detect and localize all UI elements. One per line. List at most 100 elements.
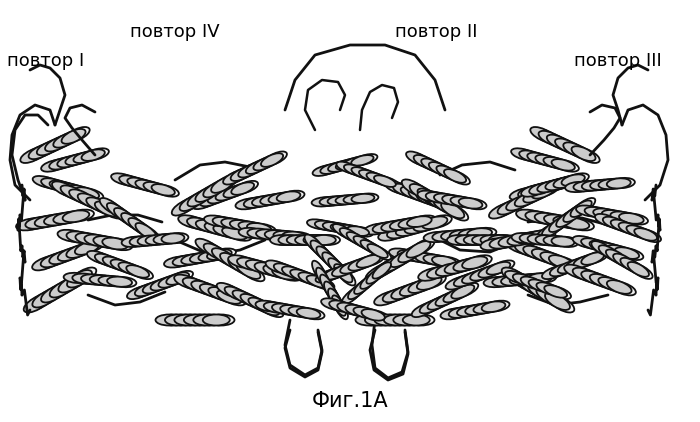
Ellipse shape — [58, 183, 83, 195]
Ellipse shape — [429, 195, 452, 211]
Ellipse shape — [598, 243, 622, 254]
Ellipse shape — [449, 307, 472, 318]
Ellipse shape — [371, 246, 391, 260]
Ellipse shape — [390, 219, 414, 230]
Ellipse shape — [430, 193, 454, 203]
Ellipse shape — [135, 284, 158, 296]
Ellipse shape — [631, 264, 652, 279]
Ellipse shape — [66, 231, 92, 243]
Ellipse shape — [542, 267, 565, 279]
Ellipse shape — [169, 314, 197, 325]
Ellipse shape — [62, 129, 85, 144]
Ellipse shape — [547, 178, 572, 190]
Ellipse shape — [506, 195, 531, 211]
Ellipse shape — [457, 306, 481, 316]
Ellipse shape — [90, 200, 116, 214]
Ellipse shape — [607, 218, 629, 231]
Ellipse shape — [561, 260, 584, 272]
Ellipse shape — [416, 192, 439, 205]
Ellipse shape — [148, 183, 171, 195]
Ellipse shape — [603, 179, 627, 189]
Ellipse shape — [498, 200, 522, 214]
Ellipse shape — [421, 275, 446, 288]
Ellipse shape — [297, 308, 321, 319]
Ellipse shape — [220, 187, 242, 199]
Ellipse shape — [221, 219, 246, 229]
Ellipse shape — [514, 274, 539, 284]
Ellipse shape — [344, 157, 366, 168]
Ellipse shape — [39, 214, 66, 226]
Ellipse shape — [178, 276, 203, 290]
Ellipse shape — [638, 230, 661, 242]
Ellipse shape — [549, 255, 573, 269]
Ellipse shape — [531, 235, 554, 245]
Ellipse shape — [410, 184, 433, 200]
Ellipse shape — [188, 314, 216, 325]
Ellipse shape — [103, 276, 127, 287]
Ellipse shape — [466, 304, 489, 315]
Ellipse shape — [589, 241, 614, 252]
Ellipse shape — [176, 197, 199, 213]
Ellipse shape — [107, 203, 128, 219]
Ellipse shape — [470, 268, 494, 281]
Ellipse shape — [365, 265, 389, 281]
Ellipse shape — [57, 131, 81, 146]
Ellipse shape — [208, 246, 232, 262]
Ellipse shape — [220, 285, 244, 299]
Ellipse shape — [552, 177, 576, 189]
Ellipse shape — [281, 191, 304, 201]
Ellipse shape — [524, 234, 547, 244]
Ellipse shape — [519, 151, 542, 162]
Ellipse shape — [436, 257, 461, 268]
Ellipse shape — [538, 181, 561, 192]
Ellipse shape — [364, 242, 384, 256]
Ellipse shape — [523, 273, 547, 284]
Ellipse shape — [558, 217, 584, 229]
Ellipse shape — [477, 302, 501, 313]
Ellipse shape — [32, 290, 57, 308]
Ellipse shape — [335, 224, 357, 234]
Ellipse shape — [36, 287, 62, 305]
Ellipse shape — [378, 258, 402, 274]
Ellipse shape — [177, 254, 202, 265]
Ellipse shape — [370, 174, 392, 186]
Ellipse shape — [526, 211, 552, 223]
Ellipse shape — [106, 258, 130, 271]
Ellipse shape — [623, 214, 648, 225]
Ellipse shape — [199, 284, 225, 298]
Ellipse shape — [413, 219, 439, 231]
Ellipse shape — [270, 262, 293, 275]
Ellipse shape — [25, 217, 52, 229]
Ellipse shape — [447, 287, 470, 300]
Ellipse shape — [320, 197, 342, 206]
Ellipse shape — [395, 284, 420, 298]
Ellipse shape — [76, 233, 101, 245]
Ellipse shape — [417, 191, 441, 201]
Ellipse shape — [606, 245, 631, 257]
Ellipse shape — [318, 222, 342, 231]
Ellipse shape — [123, 176, 146, 188]
Ellipse shape — [252, 196, 276, 206]
Ellipse shape — [345, 305, 369, 316]
Ellipse shape — [543, 236, 566, 246]
Ellipse shape — [594, 276, 619, 289]
Ellipse shape — [426, 192, 449, 203]
Ellipse shape — [79, 240, 104, 253]
Ellipse shape — [454, 229, 479, 240]
Ellipse shape — [547, 158, 570, 170]
Ellipse shape — [81, 274, 106, 284]
Ellipse shape — [578, 181, 601, 191]
Ellipse shape — [41, 285, 66, 303]
Ellipse shape — [540, 290, 566, 308]
Ellipse shape — [346, 226, 369, 236]
Ellipse shape — [141, 235, 164, 245]
Ellipse shape — [577, 269, 602, 283]
Ellipse shape — [382, 221, 406, 232]
Ellipse shape — [408, 279, 433, 293]
Ellipse shape — [198, 251, 223, 262]
Ellipse shape — [370, 265, 388, 281]
Ellipse shape — [265, 260, 289, 273]
Ellipse shape — [436, 165, 459, 179]
Ellipse shape — [461, 305, 485, 316]
Ellipse shape — [519, 234, 542, 244]
